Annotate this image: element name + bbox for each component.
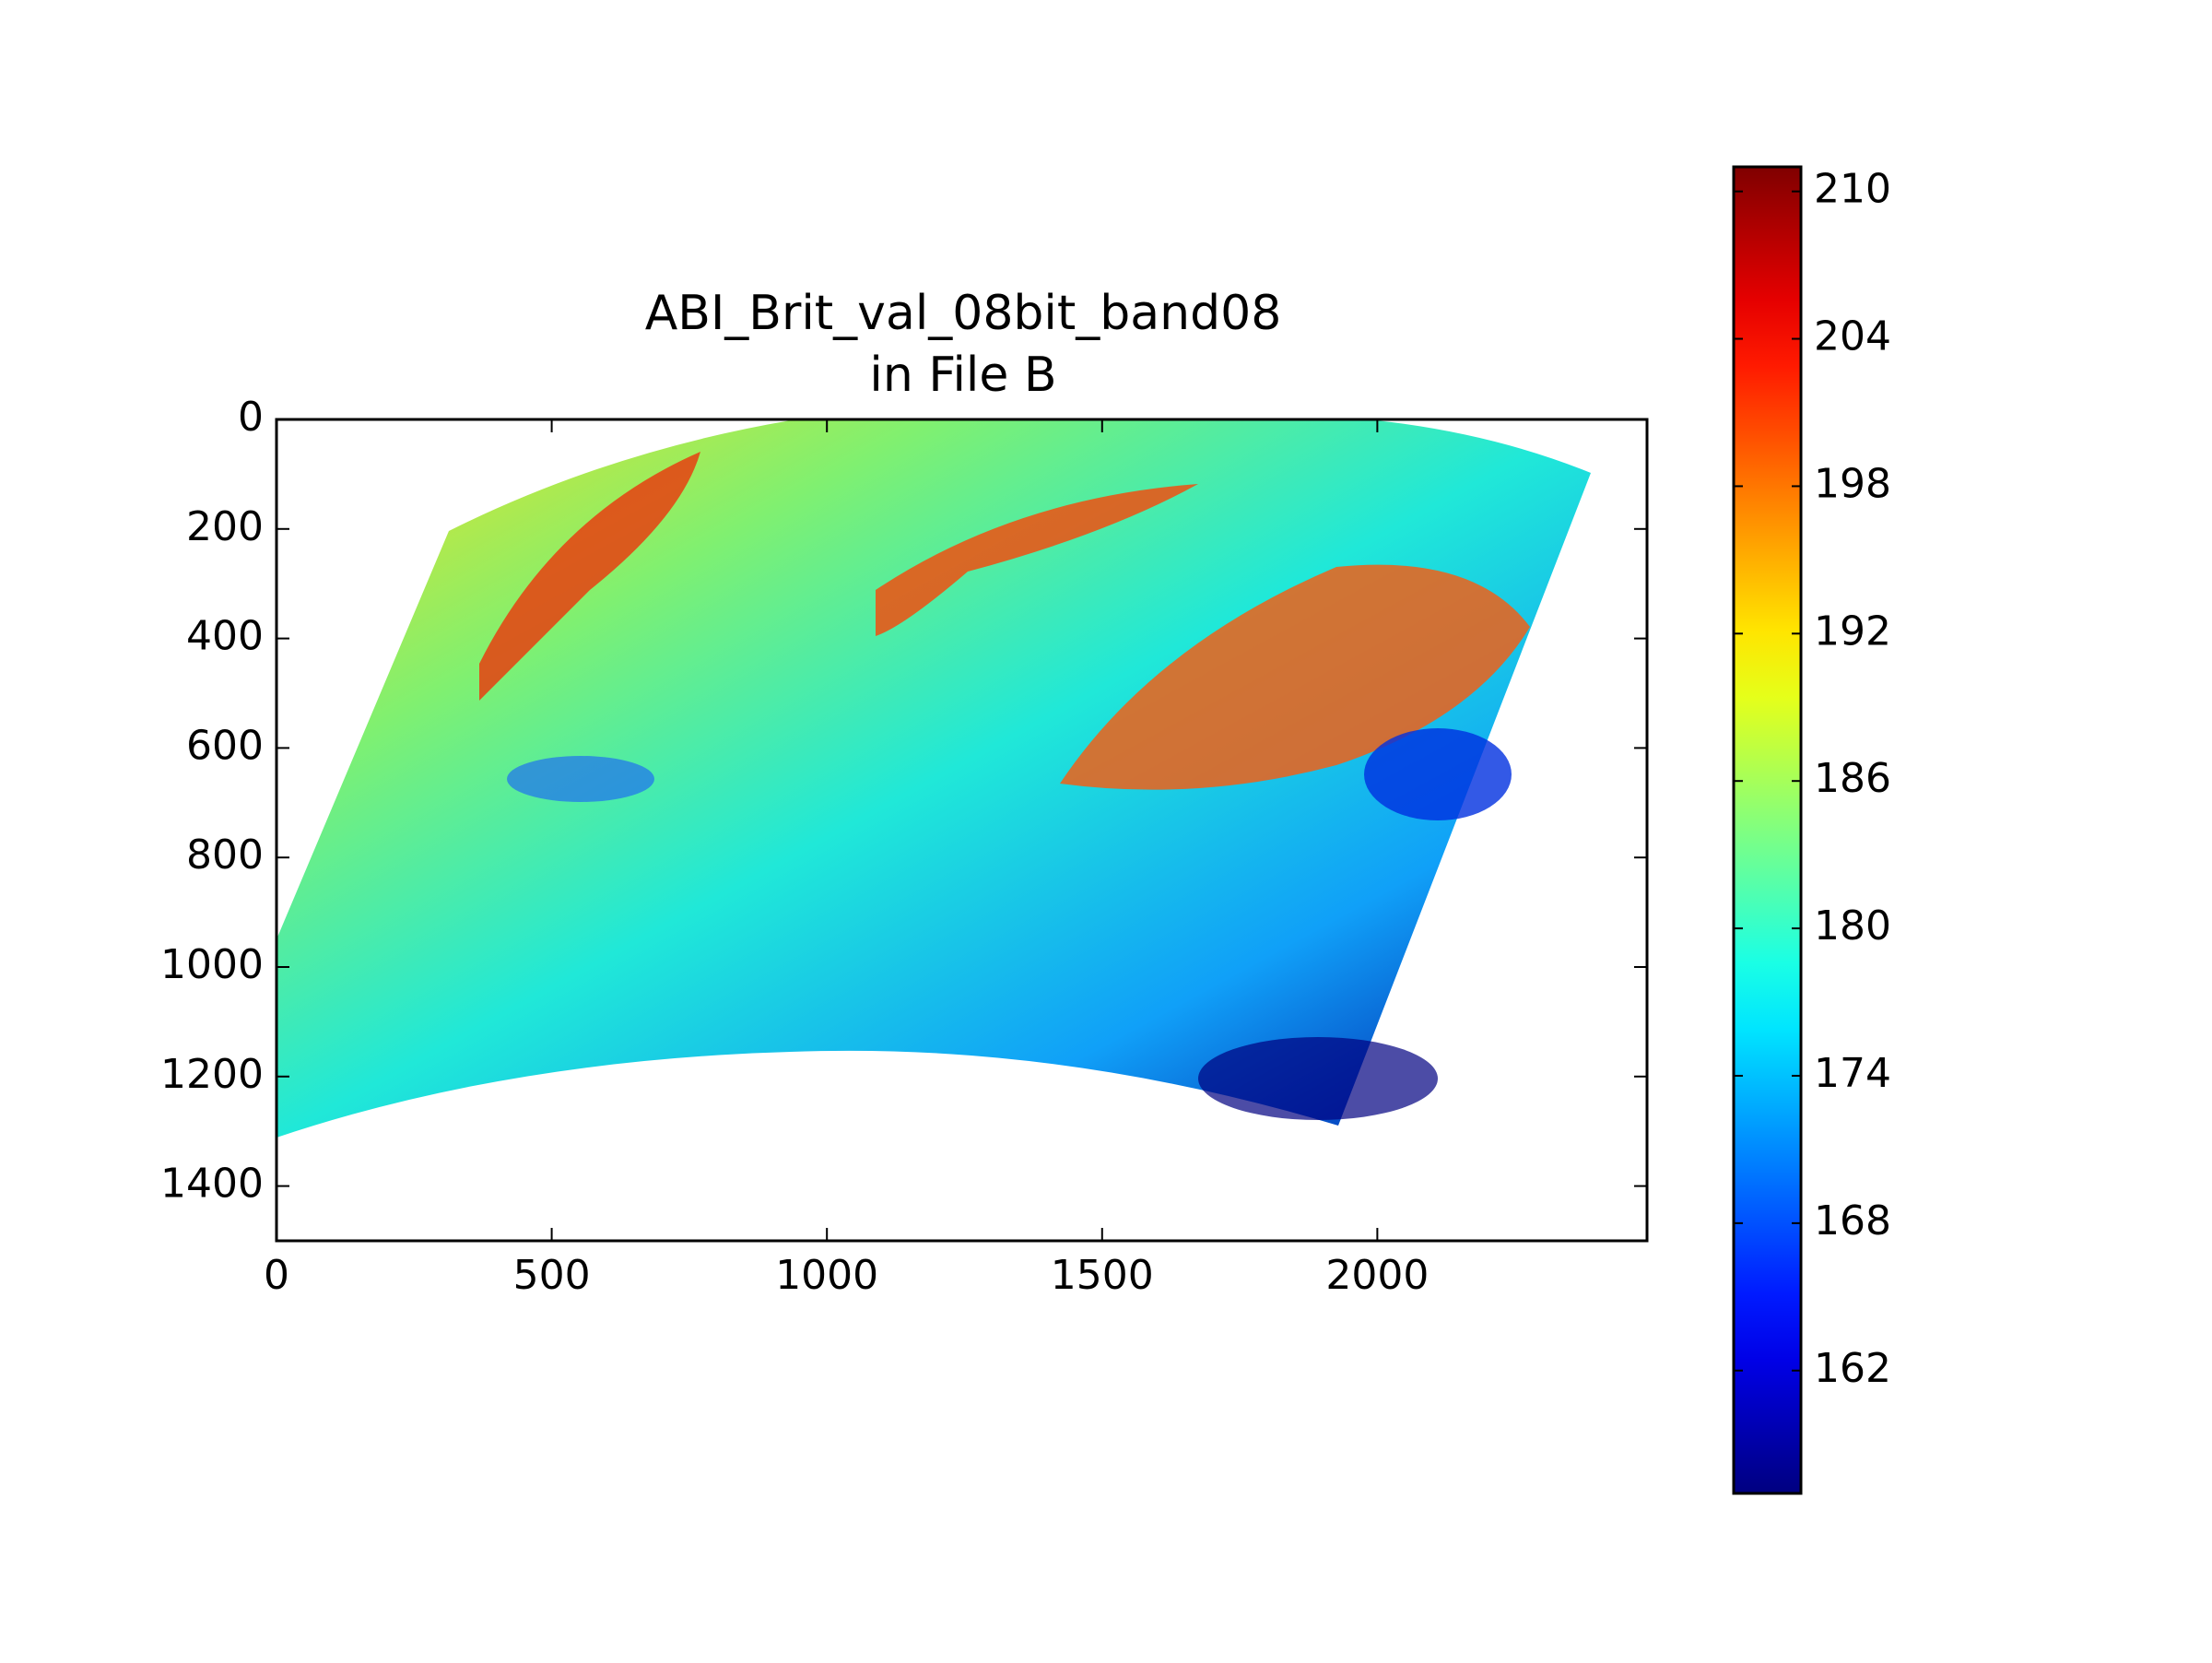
y-tick-label: 800	[186, 832, 264, 879]
image	[276, 420, 1591, 1138]
axes-frame	[275, 418, 1649, 1243]
y-tick-label: 1400	[160, 1161, 264, 1208]
colorbar-tick-label: 210	[1814, 166, 1891, 213]
colorbar-tick-label: 204	[1814, 313, 1891, 360]
x-tick-label: 1500	[1051, 1252, 1154, 1299]
image-region	[1060, 564, 1530, 790]
y-tick-label: 1200	[160, 1051, 264, 1098]
y-tick-label: 1000	[160, 941, 264, 988]
colorbar-tick-label: 186	[1814, 755, 1891, 802]
image-region	[876, 484, 1198, 636]
image-region	[1364, 728, 1512, 820]
x-tick-label: 500	[513, 1252, 591, 1299]
swath	[276, 420, 1591, 1138]
colorbar	[1732, 165, 1803, 1495]
y-tick-label: 200	[186, 503, 264, 550]
image-region	[479, 452, 700, 701]
y-tick-label: 400	[186, 613, 264, 660]
colorbar-tick-label: 174	[1814, 1050, 1891, 1097]
y-tick-label: 600	[186, 722, 264, 769]
colorbar-tick-label: 180	[1814, 902, 1891, 949]
colorbar-tick-label: 162	[1814, 1345, 1891, 1392]
chart-title: ABI_Brit_val_08bit_band08	[645, 286, 1282, 341]
x-tick-label: 2000	[1325, 1252, 1429, 1299]
colorbar-tick-label: 198	[1814, 460, 1891, 507]
y-tick-label: 0	[238, 394, 264, 441]
image-region	[1198, 1037, 1438, 1120]
x-tick-label: 1000	[775, 1252, 878, 1299]
colorbar-tick-label: 192	[1814, 607, 1891, 655]
colorbar-tick-label: 168	[1814, 1197, 1891, 1244]
chart-subtitle: in File B	[869, 348, 1056, 403]
image-region	[507, 756, 654, 802]
x-tick-label: 0	[264, 1252, 289, 1299]
